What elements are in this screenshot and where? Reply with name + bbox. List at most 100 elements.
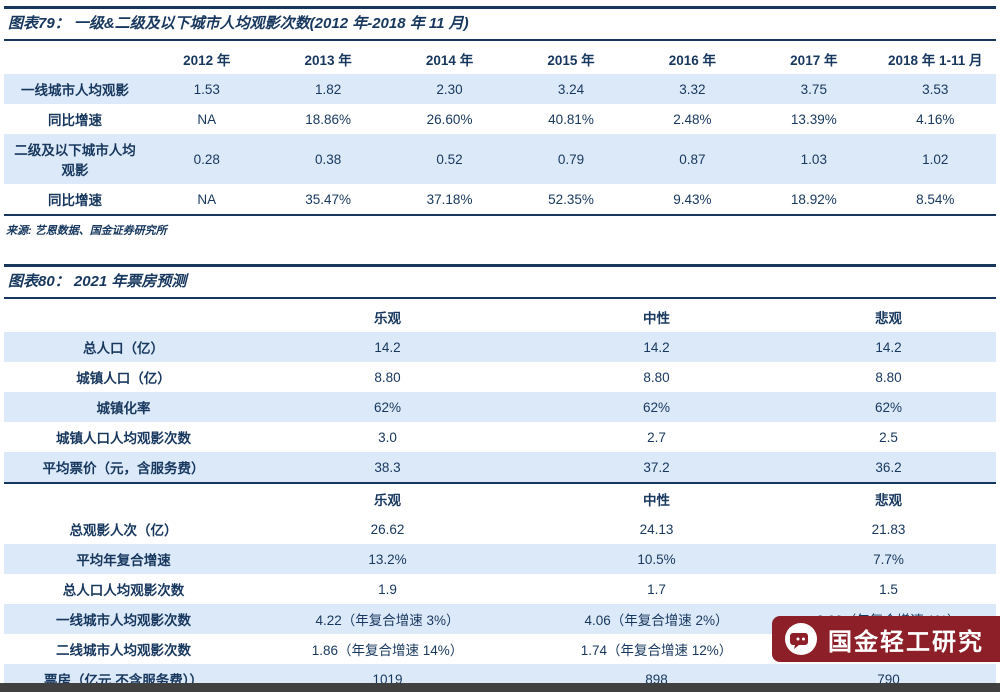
value-cell: 898 (645, 671, 668, 687)
value-cell: 0.28 (193, 151, 220, 167)
value-cell: 8.80 (875, 369, 902, 385)
row-label-cell: 一线城市人均观影次数 (56, 613, 191, 628)
value-cell: 2.5 (879, 429, 898, 445)
table-row: 平均票价（元，含服务费） 38.3 37.2 36.2 (4, 452, 996, 483)
row-label-cell: 城镇人口（亿） (76, 371, 171, 386)
column-header: 悲观 (781, 482, 996, 514)
value-cell: 1.02 (922, 151, 949, 167)
value-cell: 0.87 (679, 151, 706, 167)
table-row: 平均年复合增速 13.2% 10.5% 7.7% (4, 544, 996, 574)
value-cell: 4.22（年复合增速 3%） (315, 613, 460, 628)
value-cell: NA (197, 191, 217, 207)
column-header: 悲观 (875, 311, 902, 326)
value-cell: 37.2 (643, 459, 670, 475)
value-cell: 790 (877, 671, 900, 687)
value-cell: 3.24 (557, 81, 585, 97)
table-row: 城镇人口（亿） 8.80 8.80 8.80 (4, 362, 996, 392)
column-header: 2012 年 (183, 53, 231, 68)
table-header-row: 2012 年 2013 年 2014 年 2015 年 2016 年 2017 年 2018… (4, 44, 996, 74)
value-cell: 14.2 (374, 339, 401, 355)
value-cell: 8.80 (374, 369, 401, 385)
row-label-cell: 二线城市人均观影次数 (56, 643, 191, 658)
value-cell: 18.92% (790, 191, 837, 207)
corner-cell (4, 482, 243, 514)
value-cell: 4.16% (916, 111, 955, 127)
figure-80-table: 乐观 中性 悲观 总人口（亿） 14.2 14.2 14.2 城镇人口（亿） 8.80 8.80 8… (4, 302, 996, 692)
value-cell: 52.35% (548, 191, 594, 207)
figure-79: 图表79： 一级&二级及以下城市人均观影次数(2012 年-2018 年 11 … (4, 6, 996, 238)
value-cell: 1.86（年复合增速 14%） (311, 643, 464, 658)
value-cell: 35.47% (305, 191, 352, 207)
table-row: 同比增速 NA 18.86% 26.60% 40.81% 2.48% 13.39% 4.16% (4, 104, 996, 134)
column-header: 2018 年 1-11 月 (887, 53, 983, 68)
table-row: 二级及以下城市人均观影 0.28 0.38 0.52 0.79 0.87 1.03 1.02 (4, 134, 996, 184)
table-row: 城镇人口人均观影次数 3.0 2.7 2.5 (4, 422, 996, 452)
column-header: 2015 年 (547, 53, 595, 68)
watermark-label: 国金轻工研究 (828, 628, 984, 656)
value-cell: 8.54% (916, 191, 955, 207)
figure-80-title: 图表80： 2021 年票房预测 (4, 264, 996, 299)
value-cell: 62% (642, 399, 671, 415)
value-cell: 21.83 (871, 521, 906, 537)
value-cell: 37.18% (426, 191, 473, 207)
row-label-cell: 二级及以下城市人均观影 (14, 143, 136, 178)
row-label-cell: 同比增速 (48, 113, 102, 128)
column-header: 2017 年 (790, 53, 838, 68)
value-cell: 0.52 (436, 151, 463, 167)
value-cell: 62% (874, 399, 903, 415)
corner-cell (4, 302, 243, 332)
watermark-badge: 国金轻工研究 (772, 616, 1000, 662)
row-label-cell: 一线城市人均观影 (21, 83, 129, 98)
value-cell: 3.53 (922, 81, 949, 97)
value-cell: 1.74（年复合增速 12%） (580, 643, 733, 658)
value-cell: 36.2 (875, 459, 902, 475)
column-header: 乐观 (374, 311, 401, 326)
value-cell: 10.5% (637, 551, 676, 567)
table-header-row: 乐观 中性 悲观 (4, 482, 996, 514)
value-cell: 1.9 (378, 581, 397, 597)
value-cell: 1.7 (647, 581, 666, 597)
value-cell: 1.5 (879, 581, 898, 597)
value-cell: 1019 (372, 671, 403, 687)
row-label-cell: 城镇化率 (96, 401, 151, 416)
column-header: 2016 年 (668, 53, 717, 68)
value-cell: 1.03 (800, 151, 827, 167)
value-cell: 13.39% (790, 111, 837, 127)
value-cell: 8.80 (643, 369, 670, 385)
table-row: 总人口（亿） 14.2 14.2 14.2 (4, 332, 996, 362)
row-label-cell: 平均年复合增速 (76, 553, 171, 568)
figure-80: 图表80： 2021 年票房预测 乐观 中性 悲观 总人口（亿） 14.2 14.2 14.… (4, 264, 996, 692)
column-header: 中性 (643, 311, 670, 326)
table-header-row: 乐观 中性 悲观 (4, 302, 996, 332)
value-cell: 14.2 (875, 339, 902, 355)
table-row: 一线城市人均观影 1.53 1.82 2.30 3.24 3.32 3.75 3.53 (4, 74, 996, 104)
figure-79-source: 来源: 艺恩数据、国金证券研究所 (6, 225, 167, 237)
row-label-cell: 总人口人均观影次数 (62, 583, 185, 598)
value-cell: 62% (373, 399, 402, 415)
row-label-cell: 总人口（亿） (83, 341, 164, 356)
value-cell: 7.7% (873, 551, 904, 567)
table-row: 总人口人均观影次数 1.9 1.7 1.5 (4, 574, 996, 604)
value-cell: 0.79 (557, 151, 585, 167)
value-cell: 1.53 (193, 81, 220, 97)
figure-79-title: 图表79： 一级&二级及以下城市人均观影次数(2012 年-2018 年 11 … (4, 6, 996, 41)
value-cell: 0.38 (314, 151, 342, 167)
column-header: 中性 (532, 482, 781, 514)
column-header: 乐观 (243, 482, 532, 514)
row-label-cell: 同比增速 (48, 193, 102, 208)
table-row: 城镇化率 62% 62% 62% (4, 392, 996, 422)
row-label-cell: 城镇人口人均观影次数 (56, 431, 191, 446)
value-cell: 14.2 (643, 339, 670, 355)
value-cell: 4.06（年复合增速 2%） (584, 613, 729, 628)
wechat-logo-icon (784, 622, 818, 656)
table-row: 同比增速 NA 35.47% 37.18% 52.35% 9.43% 18.92% 8.54% (4, 184, 996, 215)
value-cell: 26.60% (426, 111, 473, 127)
table-row: 总观影人次（亿） 26.62 24.13 21.83 (4, 514, 996, 544)
value-cell: 13.2% (368, 551, 407, 567)
value-cell: 2.7 (647, 429, 666, 445)
value-cell: 2.48% (673, 111, 712, 127)
value-cell: 3.0 (378, 429, 397, 445)
value-cell: 38.3 (374, 459, 401, 475)
row-label-cell: 平均票价（元，含服务费） (42, 461, 205, 476)
value-cell: 24.13 (639, 521, 674, 537)
